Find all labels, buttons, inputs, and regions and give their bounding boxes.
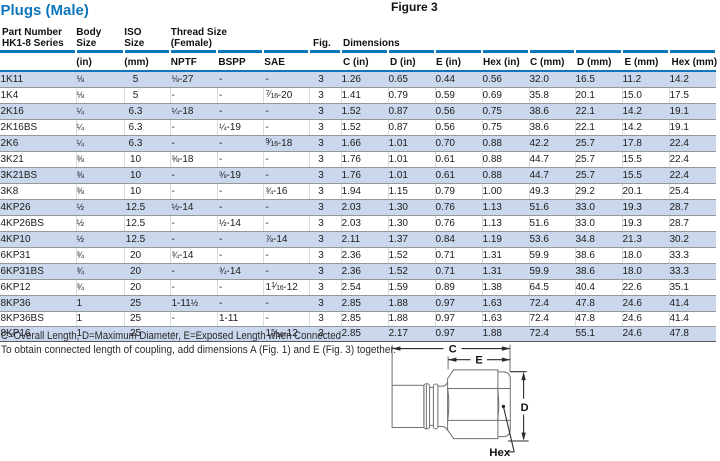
svg-text:E: E [475, 355, 482, 367]
svg-text:C: C [449, 343, 457, 355]
svg-text:D: D [521, 402, 529, 414]
svg-text:Hex: Hex [489, 447, 511, 459]
